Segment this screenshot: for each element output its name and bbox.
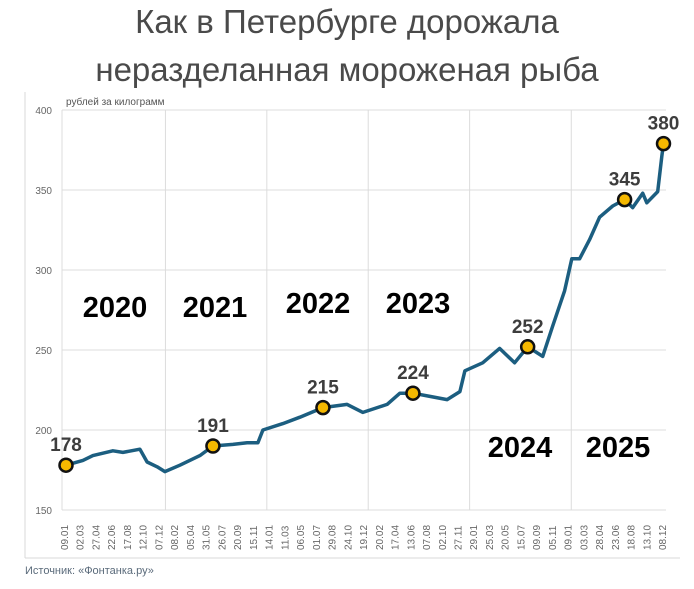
x-tick-label: 07.12 (154, 525, 165, 550)
x-tick-label: 20.09 (233, 525, 244, 550)
data-label: 380 (648, 114, 680, 135)
x-tick-label: 20.05 (501, 525, 512, 550)
x-tick-label: 02.10 (438, 525, 449, 550)
source-note: Источник: «Фонтанка.ру» (25, 565, 154, 577)
y-tick-label: 400 (35, 106, 52, 117)
data-point-marker (315, 399, 331, 416)
year-label: 2025 (586, 432, 651, 464)
x-tick-label: 08.02 (170, 525, 181, 550)
x-tick-label: 26.07 (217, 525, 228, 550)
x-tick-label: 22.06 (107, 525, 118, 550)
x-tick-label: 14.01 (265, 525, 276, 550)
x-tick-label: 06.05 (296, 525, 307, 550)
x-tick-label: 29.01 (469, 525, 480, 550)
x-tick-label: 18.08 (627, 525, 638, 550)
data-point-marker (205, 438, 221, 454)
y-tick-label: 350 (35, 186, 52, 197)
x-tick-label: 12.10 (139, 525, 150, 550)
x-tick-label: 09.09 (532, 525, 543, 550)
chart-title-line-2: неразделанная мороженая рыба (95, 51, 599, 88)
data-point-marker (405, 385, 421, 401)
data-label: 215 (307, 378, 339, 399)
data-point-marker (58, 457, 74, 473)
y-tick-label: 300 (35, 266, 52, 277)
x-tick-label: 28.04 (595, 525, 606, 550)
x-tick-label: 24.10 (343, 525, 354, 550)
price-line (65, 143, 666, 474)
x-tick-label: 23.06 (611, 525, 622, 550)
x-tick-label: 20.02 (375, 525, 386, 550)
x-tick-label: 17.08 (123, 525, 134, 550)
chart-title-line-1: Как в Петербурге дорожала (135, 3, 559, 40)
x-tick-label: 19.12 (359, 525, 370, 550)
x-tick-label: 29.08 (328, 525, 339, 550)
x-tick-label: 17.04 (391, 525, 402, 550)
x-tick-label: 01.07 (312, 525, 323, 550)
x-tick-label: 27.11 (454, 525, 465, 550)
x-tick-label: 27.04 (91, 525, 102, 550)
x-tick-label: 09.01 (564, 525, 575, 550)
data-label: 345 (609, 170, 641, 191)
y-tick-label: 200 (35, 426, 52, 437)
x-tick-label: 15.11 (249, 525, 260, 550)
data-label: 252 (512, 317, 544, 338)
x-tick-label: 13.10 (642, 525, 653, 550)
data-point-marker (519, 339, 536, 355)
x-tick-label: 07.08 (422, 525, 433, 550)
year-label: 2023 (386, 288, 451, 320)
x-tick-label: 05.11 (548, 525, 559, 550)
year-label: 2020 (83, 292, 148, 324)
x-tick-label: 03.03 (579, 525, 590, 550)
data-point-marker (616, 191, 633, 208)
x-tick-label: 13.06 (406, 525, 417, 550)
x-tick-label: 11.03 (280, 525, 291, 550)
x-tick-label: 31.05 (202, 525, 213, 550)
x-tick-label: 09.01 (60, 525, 71, 550)
data-label: 178 (50, 435, 82, 456)
x-tick-label: 02.03 (76, 525, 87, 550)
year-label: 2022 (286, 288, 351, 320)
y-tick-label: 150 (35, 506, 52, 517)
year-label: 2024 (488, 432, 553, 464)
data-point-marker (655, 135, 672, 152)
x-tick-label: 25.03 (485, 525, 496, 550)
y-axis-label: рублей за килограмм (66, 96, 165, 108)
x-tick-label: 08.12 (658, 525, 669, 550)
data-label: 224 (397, 363, 429, 384)
year-label: 2021 (183, 292, 248, 324)
y-tick-label: 250 (35, 346, 52, 357)
data-label: 191 (197, 416, 229, 437)
x-tick-label: 05.04 (186, 525, 197, 550)
x-tick-label: 15.07 (516, 525, 527, 550)
